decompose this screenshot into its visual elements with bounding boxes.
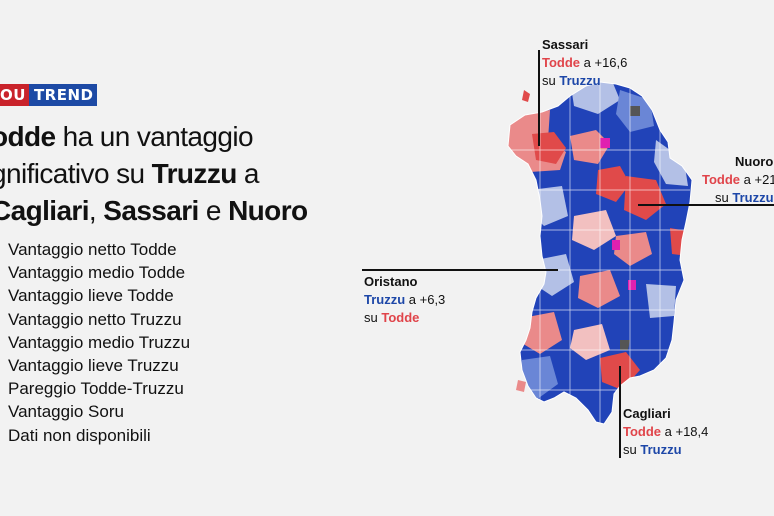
nuoro-winner: Todde	[702, 172, 741, 187]
sassari-leader-line	[538, 50, 540, 146]
legend-item-truzzu-lieve: Vantaggio lieve Truzzu	[8, 356, 179, 376]
outrend-logo: OU TREND	[0, 84, 98, 106]
nuoro-loser: Truzzu	[732, 190, 774, 205]
headline-line-1: odde ha un vantaggio	[0, 118, 351, 155]
logo-part-2: TREND	[28, 84, 98, 106]
nuoro-leader-line	[638, 204, 774, 206]
sant-antioco-island	[516, 380, 526, 392]
oristano-callout: Oristano Truzzu a +6,3 su Todde	[364, 273, 445, 327]
headline-truzzu: Truzzu	[151, 158, 238, 189]
cagliari-result: Todde a +18,4	[623, 423, 708, 441]
map-region-center-red	[596, 166, 630, 202]
legend-item-todde-netto: Vantaggio netto Todde	[8, 240, 177, 259]
logo-part-1: OU	[0, 86, 26, 104]
sassari-callout: Sassari Todde a +16,6 su Truzzu	[542, 36, 627, 90]
cagliari-callout: Cagliari Todde a +18,4 su Truzzu	[623, 405, 708, 459]
map-region-pareggio-1	[630, 106, 640, 116]
map-region-center-east	[614, 232, 652, 266]
legend-item-truzzu-medio: Vantaggio medio Truzzu	[8, 332, 191, 352]
headline-text-2: gnificativo su	[0, 158, 152, 189]
sassari-loser: Truzzu	[559, 73, 601, 88]
oristano-name: Oristano	[364, 274, 418, 289]
oristano-loser-line: su Todde	[364, 309, 445, 327]
cagliari-leader-line	[619, 366, 621, 458]
map-legend: Vantaggio netto Todde Vantaggio medio To…	[8, 238, 190, 447]
cagliari-loser-prefix: su	[623, 442, 641, 457]
sassari-loser-line: su Truzzu	[542, 72, 627, 90]
asinara-island	[522, 90, 530, 102]
map-region-soru-3	[628, 280, 636, 290]
cagliari-loser: Truzzu	[640, 442, 682, 457]
map-region-marmilla	[578, 270, 620, 308]
headline-text-1: ha un vantaggio	[55, 121, 254, 152]
map-region-pareggio-2	[620, 340, 630, 350]
oristano-loser-prefix: su	[364, 310, 382, 325]
nuoro-margin: a +21	[740, 172, 774, 187]
oristano-leader-line	[362, 269, 558, 271]
legend-item-soru: Vantaggio Soru	[8, 402, 124, 422]
headline-line-3: Cagliari, Sassari e Nuoro	[0, 192, 351, 229]
headline-text-3: a	[236, 158, 260, 189]
headline-line-2: gnificativo su Truzzu a	[0, 155, 351, 192]
headline-nuoro: Nuoro	[228, 195, 308, 226]
headline-cagliari: Cagliari	[0, 195, 90, 226]
map-region-east-light	[654, 140, 688, 186]
nuoro-callout-detail: Todde a +21 su Truzzu	[702, 171, 774, 207]
map-region-sarrabus-light	[646, 284, 676, 318]
nuoro-name: Nuoro	[735, 154, 774, 169]
sassari-loser-prefix: su	[542, 73, 560, 88]
nuoro-loser-prefix: su	[715, 190, 733, 205]
legend-item-truzzu-netto: Vantaggio netto Truzzu	[8, 309, 182, 329]
oristano-result: Truzzu a +6,3	[364, 291, 445, 309]
headline-sep-1: ,	[88, 195, 104, 226]
map-region-nuoro	[624, 176, 666, 220]
cagliari-loser-line: su Truzzu	[623, 441, 708, 459]
headline-sep-2: e	[198, 195, 229, 226]
oristano-margin: a +6,3	[405, 292, 446, 307]
legend-item-pareggio: Pareggio Todde-Truzzu	[8, 379, 184, 399]
sassari-winner: Todde	[542, 55, 581, 70]
cagliari-margin: a +18,4	[661, 424, 709, 439]
legend-item-todde-lieve: Vantaggio lieve Todde	[8, 286, 174, 306]
map-region-soru-2	[612, 240, 620, 250]
legend-item-todde-medio: Vantaggio medio Todde	[8, 263, 186, 283]
legend-item-non-disponibili: Dati non disponibili	[8, 425, 151, 445]
nuoro-loser-line: su Truzzu	[702, 189, 774, 207]
headline-sassari: Sassari	[103, 195, 199, 226]
nuoro-callout: Nuoro	[735, 153, 773, 171]
sassari-result: Todde a +16,6	[542, 54, 627, 72]
headline-todde: odde	[0, 121, 56, 152]
sassari-name: Sassari	[542, 37, 589, 52]
cagliari-name: Cagliari	[623, 406, 671, 421]
headline: odde ha un vantaggio gnificativo su Truz…	[0, 118, 351, 229]
oristano-winner: Truzzu	[364, 292, 406, 307]
sardinia-map	[507, 81, 693, 425]
sassari-margin: a +16,6	[580, 55, 628, 70]
map-region-soru-1	[600, 138, 610, 148]
nuoro-result: Todde a +21	[702, 171, 774, 189]
cagliari-winner: Todde	[623, 424, 662, 439]
map-region-sassari	[532, 132, 566, 164]
oristano-loser: Todde	[381, 310, 420, 325]
